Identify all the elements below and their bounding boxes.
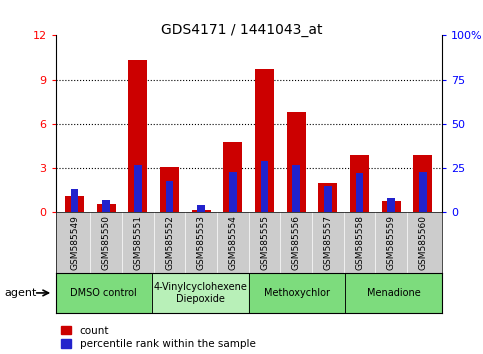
- Bar: [419, 172, 427, 212]
- Bar: [192, 210, 211, 212]
- Text: GSM585557: GSM585557: [324, 216, 332, 270]
- Text: GSM585554: GSM585554: [228, 216, 238, 270]
- Bar: [128, 61, 147, 212]
- Bar: [71, 189, 78, 212]
- Bar: [152, 273, 249, 313]
- Text: GSM585549: GSM585549: [70, 216, 79, 270]
- Text: GSM585559: GSM585559: [387, 216, 396, 270]
- Text: agent: agent: [5, 288, 37, 298]
- Bar: [97, 204, 116, 212]
- Text: DMSO control: DMSO control: [71, 288, 137, 298]
- Bar: [261, 161, 269, 212]
- Text: GSM585560: GSM585560: [418, 216, 427, 270]
- Bar: [224, 142, 242, 212]
- Bar: [324, 186, 332, 212]
- Bar: [102, 200, 110, 212]
- Text: Menadione: Menadione: [367, 288, 421, 298]
- Bar: [350, 155, 369, 212]
- Bar: [292, 165, 300, 212]
- Text: GDS4171 / 1441043_at: GDS4171 / 1441043_at: [161, 23, 322, 37]
- Text: Methoxychlor: Methoxychlor: [264, 288, 330, 298]
- Text: GSM585556: GSM585556: [292, 216, 301, 270]
- Legend: count, percentile rank within the sample: count, percentile rank within the sample: [61, 326, 256, 349]
- Text: GSM585552: GSM585552: [165, 216, 174, 270]
- Bar: [356, 173, 363, 212]
- Text: GSM585558: GSM585558: [355, 216, 364, 270]
- Bar: [249, 273, 345, 313]
- Bar: [198, 205, 205, 212]
- Bar: [318, 183, 338, 212]
- Text: GSM585553: GSM585553: [197, 216, 206, 270]
- Text: GSM585555: GSM585555: [260, 216, 269, 270]
- Bar: [255, 69, 274, 212]
- Bar: [56, 273, 152, 313]
- Bar: [287, 112, 306, 212]
- Text: GSM585550: GSM585550: [102, 216, 111, 270]
- Bar: [382, 201, 401, 212]
- Bar: [413, 155, 432, 212]
- Bar: [160, 167, 179, 212]
- Bar: [166, 181, 173, 212]
- Text: 4-Vinylcyclohexene
Diepoxide: 4-Vinylcyclohexene Diepoxide: [154, 282, 247, 304]
- Text: GSM585551: GSM585551: [133, 216, 142, 270]
- Bar: [387, 198, 395, 212]
- Bar: [229, 172, 237, 212]
- Bar: [345, 273, 442, 313]
- Bar: [65, 196, 84, 212]
- Bar: [134, 165, 142, 212]
